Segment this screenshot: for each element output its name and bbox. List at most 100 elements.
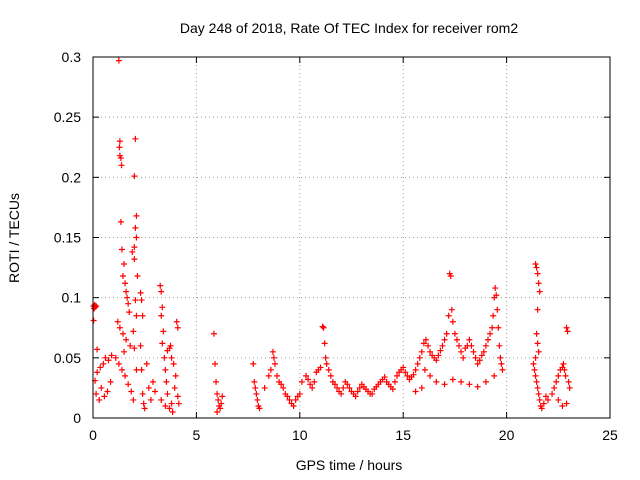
data-point [173,318,180,325]
data-point [121,260,128,267]
data-point [102,354,109,361]
x-tick-label: 20 [499,427,515,443]
data-point [449,318,456,325]
data-point [391,378,398,385]
data-point [536,288,543,295]
data-point [116,138,123,145]
data-point [298,378,305,385]
data-point [534,270,541,277]
data-point [493,292,500,299]
data-point [123,336,130,343]
data-point [292,396,299,403]
data-point [213,378,220,385]
data-point [418,348,425,355]
data-point [160,328,167,335]
data-point [271,360,278,367]
data-point [138,297,145,304]
data-point [133,312,140,319]
data-point [138,366,145,373]
data-point [170,360,177,367]
data-point [174,393,181,400]
data-point [451,330,458,337]
data-point [296,390,303,397]
data-point [414,360,421,367]
data-point [141,405,148,412]
data-point [494,306,501,313]
x-tick-label: 0 [89,427,97,443]
data-point [133,234,140,241]
data-point [107,378,114,385]
data-point [346,384,353,391]
data-point [538,405,545,412]
data-point [532,260,539,267]
data-point [437,347,444,354]
data-point [118,246,125,253]
grid-layer [93,57,610,418]
data-point [251,378,258,385]
data-point [491,372,498,379]
data-point [252,384,259,391]
data-point [108,352,115,359]
data-point [480,348,487,355]
data-point [133,212,140,219]
data-point [441,336,448,343]
data-point [269,348,276,355]
data-point [544,396,551,403]
y-tick-label: 0.25 [54,109,81,125]
data-point [98,384,105,391]
data-point [130,328,137,335]
data-point [340,384,347,391]
x-axis-label: GPS time / hours [296,457,403,473]
data-point [168,400,175,407]
data-point [132,297,139,304]
data-point [172,372,179,379]
data-point [535,348,542,355]
data-point [280,384,287,391]
data-point [422,336,429,343]
data-point [121,348,128,355]
data-point [466,381,473,388]
data-point [129,248,136,255]
data-point [125,381,132,388]
data-point [253,390,260,397]
y-tick-label: 0.2 [62,169,82,185]
data-point [117,155,124,162]
data-point [402,369,409,376]
data-point [166,405,173,412]
data-point [100,360,107,367]
data-point [152,388,159,395]
data-point [492,285,499,292]
data-point [175,400,182,407]
y-tick-label: 0 [73,410,81,426]
data-point [540,400,547,407]
data-point [433,378,440,385]
data-point [421,366,428,373]
data-point [478,352,485,359]
data-point [352,393,359,400]
data-point [127,342,134,349]
data-point [94,369,101,376]
data-point [410,371,417,378]
data-point [218,400,225,407]
data-point [137,289,144,296]
data-point [130,396,137,403]
data-point [131,173,138,180]
data-points [90,57,573,415]
data-point [449,376,456,383]
data-point [96,396,103,403]
data-point [286,396,293,403]
data-point [128,388,135,395]
data-point [112,354,119,361]
data-point [560,360,567,367]
data-point [124,294,131,301]
data-point [344,381,351,388]
data-point [125,300,132,307]
data-point [320,324,327,331]
data-point [497,354,504,361]
data-point [456,342,463,349]
data-point [174,324,181,331]
data-point [217,405,224,412]
data-point [489,324,496,331]
data-point [134,273,141,280]
data-point [158,288,165,295]
